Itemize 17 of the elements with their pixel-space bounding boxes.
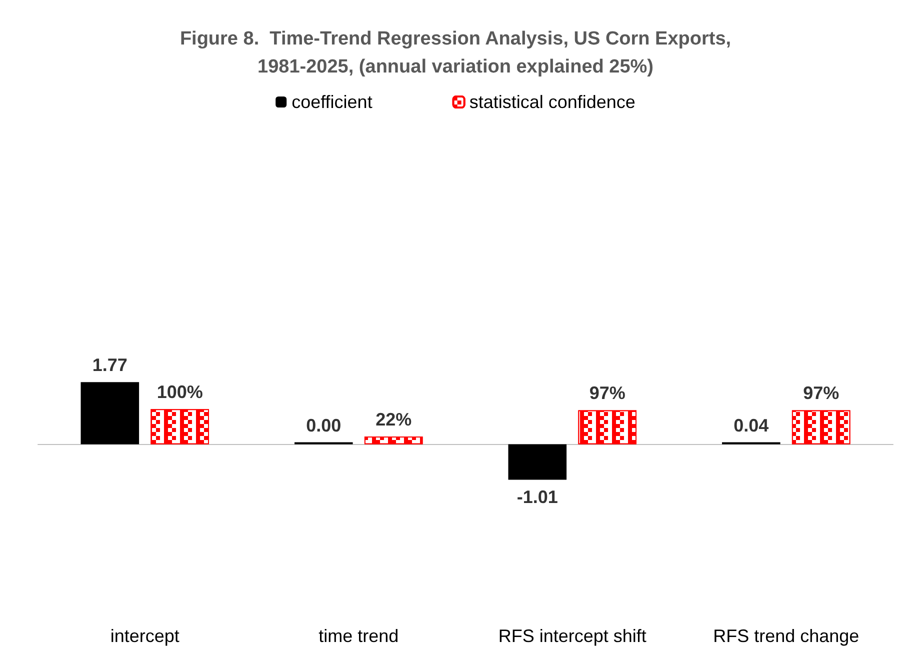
data-label: 100% (156, 382, 203, 402)
data-label: 1.77 (92, 355, 128, 376)
data-label: 22% (376, 410, 412, 430)
data-label: 0.00 (306, 415, 342, 436)
data-label: -1.01 (516, 486, 558, 507)
legend-label: statistical confidence (469, 92, 636, 112)
bar (508, 444, 567, 480)
x-tick-label: RFS intercept shift (498, 626, 646, 646)
data-label: 0.04 (734, 415, 769, 436)
chart-title: Figure 8. Time-Trend Regression Analysis, US Corn Exports, 1981-2025, (annual variation explained 25%) (180, 28, 732, 78)
data-label: 97% (803, 383, 840, 404)
legend-label: coefficient (292, 92, 372, 112)
x-tick-label: RFS trend change (713, 626, 860, 646)
x-tick-label: intercept (110, 626, 180, 646)
x-tick-label: time trend (318, 626, 399, 646)
data-label: 97% (589, 383, 626, 404)
bar (80, 382, 140, 444)
